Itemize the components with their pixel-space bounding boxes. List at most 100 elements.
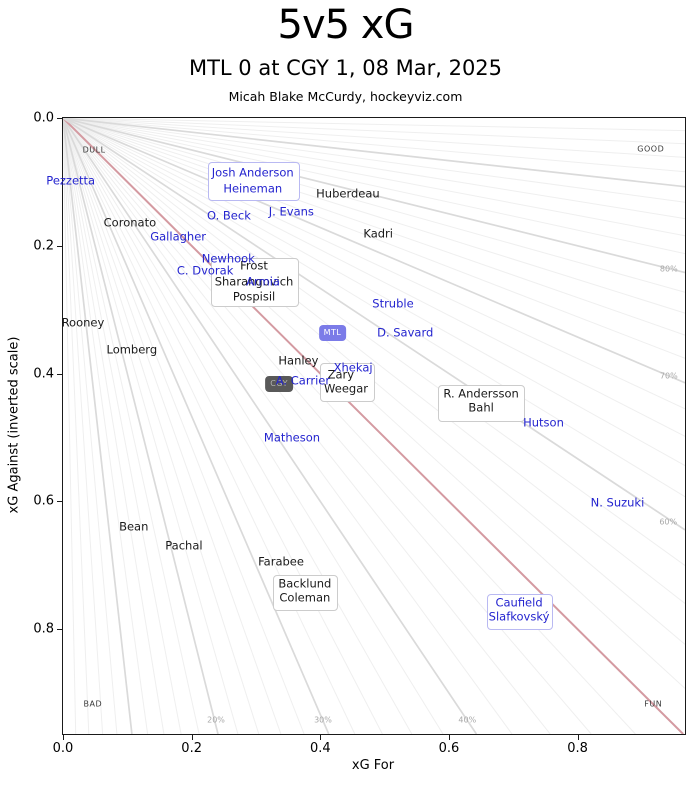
fan-line-minor	[63, 118, 685, 437]
player-label-j-evans: J. Evans	[268, 204, 314, 219]
fan-line-minor	[63, 118, 685, 158]
player-label-a-carrier: A. Carrier	[275, 373, 331, 388]
y-tick-mark	[57, 245, 62, 247]
player-label-hutson: Hutson	[523, 415, 564, 430]
player-label-weegar: Weegar	[324, 381, 368, 396]
pct-label-40: 40%	[458, 715, 477, 725]
fan-line-minor	[63, 118, 239, 734]
team-badge-cgy: CGY	[265, 375, 293, 392]
fan-line-minor	[63, 118, 685, 314]
x-tick-mark	[448, 735, 450, 740]
y-tick-label: 0.6	[33, 493, 54, 509]
y-tick-label: 0.4	[33, 366, 54, 382]
x-axis-label: xG For	[351, 758, 395, 773]
player-label-frost: Frost	[240, 258, 268, 273]
fan-line-minor	[63, 118, 104, 734]
fifty-percent-line	[63, 118, 684, 734]
fan-line-minor	[63, 118, 282, 734]
fan-line-minor	[63, 118, 118, 734]
fan-line-minor	[63, 118, 513, 734]
fan-line-minor	[63, 118, 685, 336]
fan-line-minor	[63, 118, 685, 498]
player-label-xhekaj: Xhekaj	[333, 360, 373, 375]
fan-line-major	[63, 118, 219, 734]
player-label-armia: Armia	[246, 274, 280, 289]
player-label-kadri: Kadri	[363, 226, 393, 241]
player-label-huberdeau: Huberdeau	[316, 186, 380, 201]
player-label-c-dvorak: C. Dvorak	[176, 262, 234, 277]
corner-label-bad: BAD	[83, 699, 103, 709]
pct-label-60: 60%	[659, 517, 678, 527]
x-tick-label: 0.0	[52, 741, 74, 756]
fan-line-minor	[63, 118, 685, 359]
chart-title: 5v5 xG	[277, 2, 415, 48]
x-tick-label: 0.8	[567, 741, 588, 756]
x-tick-label: 0.6	[438, 741, 460, 756]
fan-line-minor	[63, 118, 685, 237]
fan-line-minor	[63, 118, 685, 132]
group-box-caufield-slafkovsky	[487, 593, 554, 630]
player-label-coleman: Coleman	[279, 590, 331, 605]
fan-line-major	[63, 118, 685, 384]
fan-line-minor	[63, 118, 685, 604]
fan-line-minor	[63, 118, 685, 220]
group-box-backlund-coleman	[273, 575, 339, 611]
player-label-slafkovsk: Slafkovský	[488, 609, 550, 624]
fan-line-minor	[63, 118, 685, 255]
corner-label-fun: FUN	[644, 699, 663, 709]
chart-subtitle: MTL 0 at CGY 1, 08 Mar, 2025	[188, 56, 503, 80]
corner-label-good: GOOD	[637, 144, 665, 154]
fan-line-minor	[63, 118, 685, 203]
fan-line-minor	[63, 118, 165, 734]
fan-lines-svg	[63, 118, 685, 734]
fan-line-minor	[63, 118, 444, 734]
fan-line-minor	[63, 118, 592, 734]
x-tick-mark	[63, 735, 64, 740]
y-tick-mark	[57, 629, 62, 631]
fan-line-major	[63, 118, 133, 734]
fan-line-major	[63, 118, 478, 734]
y-tick-label: 0.0	[33, 110, 54, 126]
fan-line-minor	[63, 118, 90, 734]
fan-line-major	[63, 118, 685, 274]
fan-line-minor	[63, 118, 636, 734]
y-tick-label: 0.8	[33, 621, 54, 637]
x-tick-label: 0.2	[181, 741, 202, 756]
fan-line-minor	[63, 118, 149, 734]
fan-line-major	[63, 118, 685, 531]
fan-line-minor	[63, 118, 685, 410]
fan-line-minor	[63, 118, 551, 734]
fan-line-major	[63, 118, 685, 188]
y-tick-mark	[57, 118, 62, 119]
fan-line-minor	[63, 118, 685, 145]
player-label-caufield: Caufield	[495, 595, 543, 610]
fan-line-minor	[63, 118, 685, 173]
y-axis-label: xG Against (inverted scale)	[6, 336, 22, 514]
x-tick-mark	[577, 735, 579, 740]
fan-line-minor	[63, 118, 685, 467]
player-label-bean: Bean	[119, 519, 149, 534]
player-label-rooney: Rooney	[61, 315, 105, 330]
player-label-coronato: Coronato	[103, 215, 157, 230]
y-tick-label: 0.2	[33, 238, 54, 254]
y-tick-mark	[57, 373, 62, 375]
pct-label-30: 30%	[314, 715, 332, 725]
group-box-andersson-bahl	[438, 384, 526, 422]
player-label-farabee: Farabee	[258, 554, 304, 569]
fan-line-minor	[63, 118, 200, 734]
fan-line-minor	[63, 118, 685, 566]
player-label-zary: Zary	[327, 367, 355, 382]
x-tick-mark	[191, 735, 193, 740]
attribution: Micah Blake McCurdy, hockeyviz.com	[228, 89, 463, 104]
player-label-pezzetta: Pezzetta	[46, 173, 96, 188]
player-label-josh-anderson: Josh Anderson	[211, 165, 294, 180]
fan-line-major	[63, 118, 330, 734]
player-label-d-savard: D. Savard	[377, 324, 434, 339]
player-label-sharangovich: Sharangovich	[214, 274, 294, 289]
pct-label-70: 70%	[659, 371, 678, 381]
player-label-hanley: Hanley	[278, 353, 319, 368]
fan-line-minor	[63, 118, 383, 734]
player-label-n-suzuki: N. Suzuki	[590, 494, 645, 509]
player-label-o-beck: O. Beck	[207, 208, 251, 223]
